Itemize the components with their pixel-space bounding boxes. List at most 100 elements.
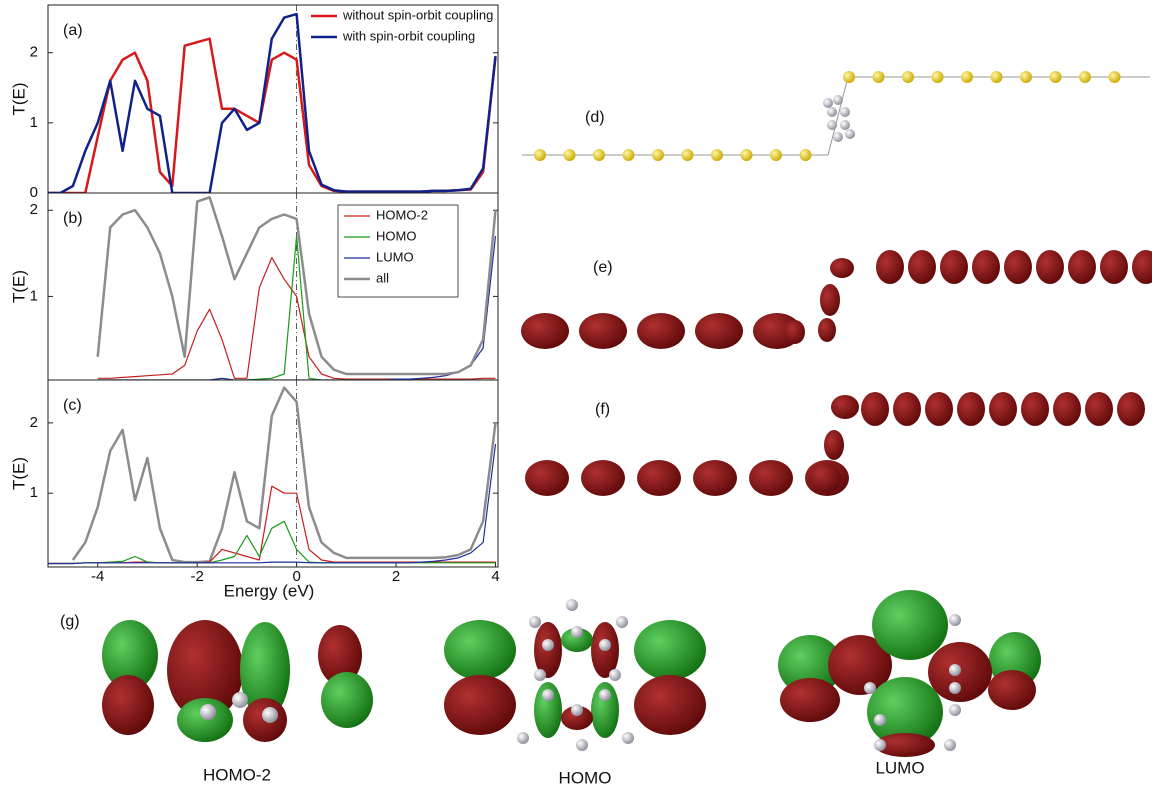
y-tick-label: 1 (30, 484, 38, 501)
orbital-lobe (785, 320, 805, 344)
atom (1109, 71, 1121, 83)
atom (949, 614, 961, 626)
atom (1079, 71, 1091, 83)
atom (874, 739, 886, 751)
orbital-label: LUMO (875, 758, 924, 777)
orbital-label: HOMO (559, 768, 612, 787)
legend-label: LUMO (376, 249, 414, 264)
orbital-lobe (820, 284, 840, 316)
series-line (48, 486, 496, 563)
x-tick-label: 2 (392, 568, 400, 585)
atom (864, 682, 876, 694)
atom (823, 98, 833, 108)
panel-label: (e) (593, 259, 613, 276)
atom (542, 639, 554, 651)
atom (874, 714, 886, 726)
orbital-lobe (988, 670, 1036, 710)
atom (564, 149, 576, 161)
atom (991, 71, 1003, 83)
legend-label: with spin-orbit coupling (342, 28, 475, 43)
panel-label: (b) (63, 210, 83, 227)
orbital-lobe (908, 250, 936, 284)
atom (262, 707, 278, 723)
atom (542, 689, 554, 701)
series-line (48, 444, 496, 564)
figure: 0 1 2 T(E) (a) without spin-orbit coupling wit… (0, 0, 1152, 792)
orbital-lobe (1117, 392, 1145, 426)
atom (944, 739, 956, 751)
y-tick-label: 0 (30, 184, 38, 201)
x-tick-label: 4 (491, 568, 499, 585)
orbital-lobe (780, 678, 840, 722)
panel-label: (c) (63, 397, 82, 414)
atom (593, 149, 605, 161)
orbital-lobe (634, 620, 706, 680)
orbital-lobe (989, 392, 1017, 426)
orbital-lobe (830, 258, 854, 278)
atom (840, 120, 850, 130)
legend-label: without spin-orbit coupling (342, 7, 493, 22)
atom (571, 626, 583, 638)
orbital-lobe (749, 460, 793, 496)
atom (232, 692, 248, 708)
orbital-lobe (818, 318, 836, 342)
y-tick-label: 2 (30, 414, 38, 431)
atom (529, 616, 541, 628)
atom (1050, 71, 1062, 83)
orbital-lobe (1085, 392, 1113, 426)
orbital-lobe (444, 675, 516, 735)
atom (800, 149, 812, 161)
orbital-lobe (695, 313, 743, 349)
orbital-lobe (1100, 250, 1128, 284)
atom (534, 149, 546, 161)
y-axis-label: T(E) (9, 457, 28, 490)
orbital-label: HOMO-2 (203, 765, 271, 784)
panel-label: (f) (595, 401, 610, 418)
y-tick-label: 2 (30, 201, 38, 218)
y-axis-label: T(E) (9, 82, 28, 115)
y-tick-label: 1 (30, 287, 38, 304)
orbital-lobe (1132, 250, 1152, 284)
y-tick-label: 2 (30, 44, 38, 61)
atom (843, 71, 855, 83)
orbital-lobe (972, 250, 1000, 284)
orbital-lobe (693, 460, 737, 496)
atom (949, 664, 961, 676)
atom (571, 704, 583, 716)
atom (827, 107, 837, 117)
orbital-lobe (1053, 392, 1081, 426)
atom (534, 669, 546, 681)
orbital-lobe (579, 313, 627, 349)
atom (1020, 71, 1032, 83)
atom (741, 149, 753, 161)
page: {"chart_data": [ {"type": "line", "annot… (0, 0, 1152, 792)
legend-label: all (376, 270, 389, 285)
orbital-lobe (444, 620, 516, 680)
orbital-lobe (1004, 250, 1032, 284)
atom (833, 132, 843, 142)
orbital-lobe (861, 392, 889, 426)
atom (961, 71, 973, 83)
atom (949, 704, 961, 716)
orbital-lobe (957, 392, 985, 426)
atom (616, 616, 628, 628)
legend-label: HOMO (376, 228, 416, 243)
plot-frame (48, 380, 498, 567)
atom (711, 149, 723, 161)
panel-label: (a) (63, 22, 83, 39)
atom (833, 95, 843, 105)
atom (949, 682, 961, 694)
atom (200, 704, 216, 720)
x-axis-label: Energy (eV) (224, 581, 315, 600)
atom (599, 639, 611, 651)
orbital-lobe (321, 672, 373, 728)
orbital-lobe (940, 250, 968, 284)
atom (599, 689, 611, 701)
y-tick-label: 1 (30, 114, 38, 131)
orbital-lobe (893, 392, 921, 426)
atom (932, 71, 944, 83)
panel-label: (g) (60, 613, 80, 630)
orbital-lobe (876, 250, 904, 284)
atom (827, 120, 837, 130)
atom (840, 107, 850, 117)
